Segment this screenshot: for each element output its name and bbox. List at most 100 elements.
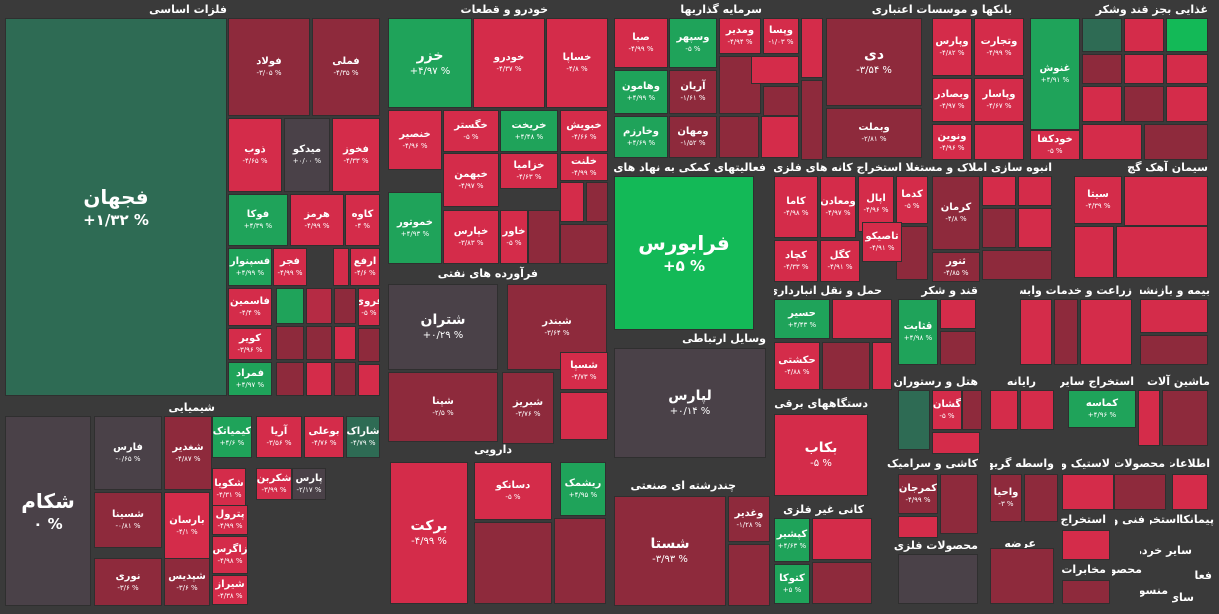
symbol-tile[interactable] [822,342,870,390]
symbol-tile[interactable]: خنصیر % ۴/۹۶- [388,110,442,170]
symbol-tile[interactable] [962,390,982,430]
symbol-tile[interactable] [358,328,380,362]
symbol-tile[interactable]: خزامیا % ۴/۶۳- [500,153,558,189]
symbol-tile[interactable]: کپشیر % ۴/۶۳+ [774,518,810,562]
symbol-tile[interactable] [560,224,608,264]
symbol-tile[interactable]: شیراز % ۴/۳۸- [212,575,248,605]
symbol-tile[interactable] [1124,54,1164,84]
symbol-tile[interactable]: سیتا % ۴/۳۹- [1074,176,1122,224]
symbol-tile[interactable]: کاوه % ۴- [345,194,380,246]
symbol-tile[interactable]: کمرجان % ۴/۹۹- [898,474,938,514]
symbol-tile[interactable] [1020,299,1052,365]
symbol-tile[interactable] [719,116,759,158]
symbol-tile[interactable]: شسپا % ۴/۷۳- [560,352,608,390]
symbol-tile[interactable]: وخارزم % ۴/۶۹+ [614,116,668,158]
symbol-tile[interactable]: شکام % ۰ [5,416,91,606]
symbol-tile[interactable] [306,362,332,396]
symbol-tile[interactable]: خبهمن % ۴/۹۷- [443,153,499,207]
symbol-tile[interactable] [306,288,332,324]
symbol-tile[interactable] [560,182,584,222]
symbol-tile[interactable] [1062,580,1110,604]
symbol-tile[interactable] [1124,176,1208,226]
symbol-tile[interactable]: کتوکا % ۵+ [774,564,810,604]
symbol-tile[interactable] [982,208,1016,248]
symbol-tile[interactable] [990,390,1018,430]
symbol-tile[interactable] [1074,226,1114,278]
symbol-tile[interactable]: نوری % ۳/۶- [94,558,162,606]
symbol-tile[interactable] [1082,18,1122,52]
symbol-tile[interactable] [1124,18,1164,52]
symbol-tile[interactable] [1062,474,1114,510]
symbol-tile[interactable] [1166,18,1208,52]
symbol-tile[interactable] [974,124,1024,160]
symbol-tile[interactable]: وبملت % ۲/۸۱- [826,108,922,158]
symbol-tile[interactable] [1162,390,1208,446]
symbol-tile[interactable]: شاراک % ۴/۷۹- [346,416,380,458]
symbol-tile[interactable] [898,516,938,538]
symbol-tile[interactable] [554,518,606,604]
symbol-tile[interactable] [1018,176,1052,206]
symbol-tile[interactable]: دی % ۳/۵۴- [826,18,922,106]
symbol-tile[interactable]: گشان % ۵- [932,390,962,430]
symbol-tile[interactable]: بکاب % ۵- [774,414,868,496]
symbol-tile[interactable]: خودرو % ۴/۳۷- [473,18,545,108]
symbol-tile[interactable] [334,362,356,396]
symbol-tile[interactable] [990,548,1054,604]
symbol-tile[interactable]: برکت % ۴/۹۹- [390,462,468,604]
symbol-tile[interactable]: فجر % ۴/۹۹- [273,248,307,286]
symbol-tile[interactable]: وتجارت % ۴/۹۹- [974,18,1024,76]
symbol-tile[interactable] [751,56,799,84]
symbol-tile[interactable] [1138,390,1160,446]
symbol-tile[interactable] [1140,335,1208,365]
symbol-tile[interactable] [763,86,799,116]
symbol-tile[interactable] [801,80,823,160]
symbol-tile[interactable] [1080,299,1132,365]
symbol-tile[interactable]: فاسمین % ۴/۴- [228,288,272,326]
symbol-tile[interactable] [276,326,304,360]
symbol-tile[interactable]: شپنا % ۲/۵- [388,372,498,442]
symbol-tile[interactable]: غنوش % ۴/۹۱+ [1030,18,1080,130]
symbol-tile[interactable] [940,299,976,329]
symbol-tile[interactable]: حسیر % ۴/۴۳+ [774,299,830,339]
symbol-tile[interactable]: شبریز % ۳/۷۶- [502,372,554,444]
symbol-tile[interactable]: فولاد % ۳/۰۵- [228,18,310,116]
symbol-tile[interactable] [333,248,349,286]
symbol-tile[interactable] [1166,54,1208,84]
symbol-tile[interactable]: شسینا % ۰/۸۱- [94,492,162,548]
symbol-tile[interactable] [832,299,892,339]
symbol-tile[interactable] [1024,474,1058,522]
symbol-tile[interactable] [1114,474,1166,510]
symbol-tile[interactable]: کگل % ۴/۹۱- [820,240,860,282]
symbol-tile[interactable] [801,18,823,78]
symbol-tile[interactable] [872,342,892,390]
symbol-tile[interactable]: دسانکو % ۵- [474,462,552,520]
symbol-tile[interactable]: شپدیس % ۳/۶- [164,558,210,606]
symbol-tile[interactable]: خزر % ۴/۹۷+ [388,18,472,108]
symbol-tile[interactable]: خلنت % ۴/۹۹- [560,153,608,181]
symbol-tile[interactable]: وپسا % ۱/۰۳- [763,18,799,54]
symbol-tile[interactable]: فوکا % ۴/۳۹+ [228,194,288,246]
symbol-tile[interactable] [812,562,872,604]
symbol-tile[interactable] [1020,390,1054,430]
symbol-tile[interactable] [1018,208,1052,248]
symbol-tile[interactable]: کچاد % ۴/۳۳- [774,240,818,282]
symbol-tile[interactable] [586,182,608,222]
symbol-tile[interactable]: کماسه % ۴/۹۶+ [1068,390,1136,428]
symbol-tile[interactable]: تاصیکو % ۴/۹۱- [862,222,902,262]
symbol-tile[interactable]: فروی % ۵- [358,288,380,326]
symbol-tile[interactable]: خاور % ۵- [500,210,528,264]
symbol-tile[interactable] [358,364,380,396]
symbol-tile[interactable] [1082,124,1142,160]
symbol-tile[interactable]: زاگرس % ۴/۹۸- [212,536,248,574]
symbol-tile[interactable]: شستا % ۳/۹۳- [614,496,726,606]
symbol-tile[interactable]: شکویا % ۴/۳۱- [212,468,246,510]
symbol-tile[interactable] [761,116,799,158]
symbol-tile[interactable]: وپاسار % ۴/۶۷- [974,78,1024,122]
symbol-tile[interactable]: خگستر % ۵- [443,110,499,152]
symbol-tile[interactable] [334,288,356,324]
symbol-tile[interactable]: شکربن % ۳/۹۹- [256,468,292,500]
symbol-tile[interactable]: وسپهر % ۵- [669,18,717,68]
symbol-tile[interactable]: کرمان % ۴/۸- [932,176,980,250]
symbol-tile[interactable]: خساپا % ۴/۸- [546,18,608,108]
symbol-tile[interactable]: خبویش % ۴/۶۶- [560,110,608,152]
